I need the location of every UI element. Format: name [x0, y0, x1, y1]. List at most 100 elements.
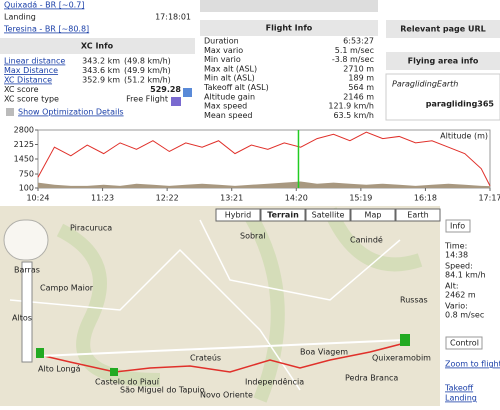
logo[interactable]: paragliding365	[426, 100, 495, 109]
takeoff-marker[interactable]	[36, 348, 44, 358]
flight-label: Altitude gain	[204, 92, 255, 101]
info-label: Speed:	[445, 262, 473, 271]
map-type-button[interactable]	[260, 208, 306, 222]
map-type-label[interactable]: Map	[365, 211, 382, 220]
y-tick-label: 2125	[14, 140, 34, 149]
place-label: Castelo do Piauí	[95, 378, 160, 387]
xc-value: 343.2 km	[82, 57, 120, 66]
xc-label: XC score	[4, 85, 39, 94]
landing-marker[interactable]	[400, 334, 410, 346]
xc-label: XC score type	[4, 95, 59, 104]
flight-value: 5.1 m/sec	[335, 46, 374, 55]
place-label: Novo Oriente	[200, 391, 253, 400]
info-tab[interactable]	[445, 219, 471, 233]
flight-value: 2146 m	[343, 92, 374, 101]
pan-control[interactable]	[3, 219, 49, 261]
straight-line	[39, 339, 406, 357]
control-title[interactable]: Control	[450, 339, 479, 348]
map-type-label[interactable]: Terrain	[267, 211, 299, 220]
flight-label: Max speed	[204, 102, 247, 111]
flight-label: Takeoff alt (ASL)	[203, 83, 269, 92]
flight-value: 63.5 km/h	[333, 111, 374, 120]
map-type-button[interactable]	[305, 208, 351, 222]
map-type-button[interactable]	[395, 208, 441, 222]
zoom-link[interactable]: Zoom to flight	[445, 360, 500, 369]
landing-link[interactable]: Landing	[445, 394, 477, 403]
control-tab[interactable]	[445, 336, 483, 350]
place-label: Sobral	[240, 232, 265, 241]
place-label: Crateús	[190, 354, 221, 363]
map-side-panel	[442, 206, 500, 406]
map-type-label[interactable]: Satellite	[312, 211, 345, 220]
flight-value: -3.8 m/sec	[332, 55, 374, 64]
flight-label: Max alt (ASL)	[204, 64, 257, 73]
place-label: Barras	[14, 266, 40, 275]
landing-place[interactable]: Teresina - BR [~80.8]	[3, 25, 89, 34]
flight-track	[39, 342, 406, 373]
xc-label[interactable]: XC Distance	[4, 76, 52, 85]
x-tick-label: 13:21	[220, 194, 243, 203]
xc-value: 529.28	[150, 85, 181, 94]
map-type-label[interactable]: Earth	[407, 211, 428, 220]
flight-label: Min alt (ASL)	[204, 74, 255, 83]
flight-value: 564 m	[348, 83, 374, 92]
place-label: Campo Maior	[40, 284, 94, 293]
x-tick-label: 11:23	[91, 194, 114, 203]
top-strip	[200, 0, 378, 12]
xc-note: (51.2 km/h)	[124, 76, 171, 85]
landing-time: 17:18:01	[155, 13, 191, 22]
map-type-label[interactable]: Hybrid	[225, 211, 251, 220]
takeoff-place[interactable]: Quixadá - BR [~0.7]	[4, 1, 84, 10]
x-tick-label: 16:18	[414, 194, 437, 203]
area-title: Flying area info	[408, 57, 479, 66]
y-tick-label: 100	[19, 184, 34, 193]
x-tick-label: 10:24	[26, 194, 49, 203]
xc-note: (49.8 km/h)	[124, 57, 171, 66]
flight-header-bg	[200, 20, 378, 36]
x-tick-label: 15:19	[349, 194, 372, 203]
area-header-bg	[386, 52, 500, 70]
place-label: Independência	[245, 377, 304, 387]
y-tick-label: 2800	[14, 126, 34, 135]
xc-score-icon	[183, 88, 192, 97]
place-label: São Miguel do Tapuio	[120, 386, 205, 395]
map-type-button[interactable]	[215, 208, 261, 222]
flight-value: 2710 m	[343, 64, 374, 73]
landing-label: Landing	[4, 13, 36, 22]
logo[interactable]: ParaglidingEarth	[392, 80, 458, 89]
logo-box	[385, 73, 500, 121]
place-label: Alto Longá	[38, 365, 81, 374]
xc-label[interactable]: Linear distance	[4, 57, 65, 66]
url-title: Relevant page URL	[400, 25, 486, 34]
map-type-button[interactable]	[350, 208, 396, 222]
info-value: 0.8 m/sec	[445, 311, 484, 320]
flight-label: Duration	[204, 37, 239, 46]
axis-label: Altitude (m)	[440, 132, 488, 141]
turnpoint-marker[interactable]	[110, 368, 118, 376]
x-tick-label: 12:22	[156, 194, 179, 203]
xc-header-bg	[0, 38, 195, 54]
info-value: 14:38	[445, 251, 468, 260]
flight-label: Mean speed	[204, 111, 253, 120]
url-header-bg	[386, 20, 500, 38]
y-tick-label: 1450	[14, 155, 34, 164]
xc-value: Free Flight	[126, 95, 168, 104]
xc-value: 352.9 km	[82, 76, 120, 85]
flight-title: Flight Info	[266, 24, 313, 33]
x-tick-label: 14:20	[285, 194, 308, 203]
takeoff-link[interactable]: Takeoff	[444, 384, 474, 393]
place-label: Piracuruca	[70, 224, 112, 233]
xc-label[interactable]: Max Distance	[4, 66, 58, 75]
xc-title: XC Info	[81, 42, 114, 51]
place-label: Pedra Branca	[345, 374, 398, 383]
place-label: Altos	[12, 314, 32, 323]
x-tick-label: 17:17	[478, 194, 500, 203]
xc-type-icon	[171, 97, 181, 106]
optimization-link[interactable]: Show Optimization Details	[18, 108, 124, 117]
zoom-slider[interactable]	[21, 261, 33, 363]
info-label: Time:	[444, 242, 467, 251]
ground-area	[38, 181, 490, 188]
info-title[interactable]: Info	[450, 222, 465, 231]
